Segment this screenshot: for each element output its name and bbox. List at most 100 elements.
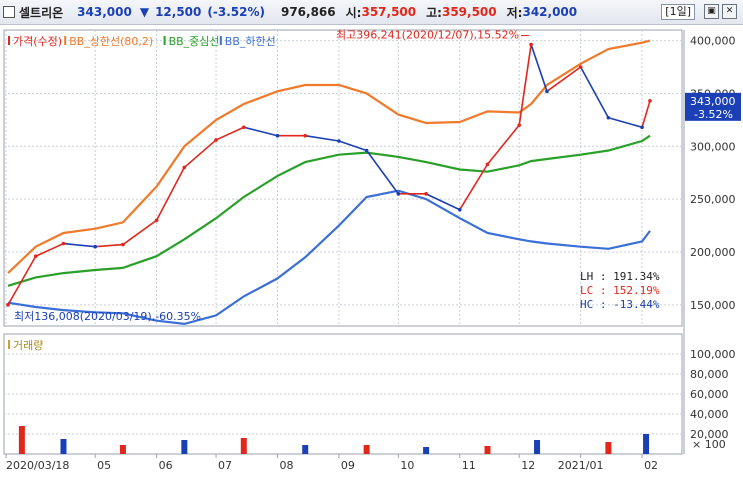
price-segment [7,255,37,306]
price-tick-label: 250,000 [690,193,736,206]
price-point [457,207,462,212]
volume-bar [484,446,491,454]
price-segment [122,219,158,246]
volume-bar [240,438,247,454]
x-tick-label: 07 [218,459,232,472]
open-label: 시: [345,5,362,20]
price-point [93,244,97,249]
price-point [485,162,490,167]
volume-bar [363,445,370,454]
price-point [648,99,652,103]
legend-marker [8,340,10,349]
low-annotation: 최저136,008(2020/03/19),-60.35% [14,310,201,323]
current-price-box [685,92,741,121]
bb-lower-line [7,189,651,326]
price-segment [243,126,278,137]
period-selector[interactable]: [1일] [661,4,695,20]
price-segment [63,242,96,248]
current-price: 343,000 [77,5,132,19]
volume-tick-label: 40,000 [690,408,729,421]
price-segment [608,116,643,129]
legend-bb-lower: BB_하한선 [225,34,276,48]
price-tick-label: 150,000 [690,299,736,312]
price-segment [183,139,217,169]
price-segment [459,163,489,211]
volume-bar [181,440,188,454]
x-tick-label: 12 [521,459,535,472]
price-segment [155,167,186,221]
price-point [182,165,187,170]
price-segment [579,66,610,119]
price-tick-label: 200,000 [690,246,736,259]
bb-mid-line [7,134,651,287]
price-segment [215,126,245,141]
price-point [337,139,341,143]
price-point [6,303,10,307]
volume-tick-label: 100,000 [690,348,736,361]
price-point [214,138,218,142]
volume-bar [302,445,309,454]
price-segment [518,44,532,126]
volume-bar [605,442,612,454]
price-point [241,125,246,130]
quote-header: 셀트리온 343,000 ▼ 12,500 (-3.52%) 976,866 시… [0,0,743,25]
price-change: 12,500 [155,5,202,19]
price-point [529,42,533,47]
legend-bb-upper: BB_상한선(80,2) [69,35,153,48]
legend-price: 가격(수정) [13,35,62,48]
low-label: 저: [506,5,523,20]
price-segment [35,242,64,257]
volume-tick-label: 80,000 [690,368,729,381]
price-change-pct: (-3.52%) [207,5,265,19]
price-chart: 150,000200,000250,000300,000350,000400,0… [3,29,741,472]
price-segment [546,66,582,92]
volume-tick-label: 20,000 [690,428,729,441]
price-point [61,241,66,246]
price-point [154,218,159,223]
x-tick-label: 2021/01 [558,459,604,472]
price-pane [3,29,683,327]
price-segment [95,243,123,248]
price-point [364,148,369,153]
price-point [396,192,401,196]
legend-marker [8,36,10,45]
price-segment [425,193,461,211]
x-tick-label: 09 [341,459,355,472]
price-segment [530,44,548,92]
open-price: 357,500 [361,5,417,19]
price-segment [366,150,399,195]
price-point [303,133,308,138]
price-tick-label: 300,000 [690,140,736,153]
legend-marker [163,36,166,45]
menu-icon[interactable] [3,6,15,18]
x-tick-label: 08 [279,459,293,472]
legend-marker [64,36,67,45]
x-tick-label: 10 [400,459,414,472]
price-segment [486,124,520,165]
price-point [517,123,522,127]
current-price-label: 343,000 [690,95,736,108]
high-annotation: 최고396,241(2020/12/07),15.52% [336,29,519,42]
close-button[interactable]: ✕ [722,4,737,19]
volume-bar [119,445,126,454]
price-point [121,242,125,247]
x-tick-label: 11 [462,459,476,472]
volume-unit-label: × 100 [692,438,726,451]
volume-bar [18,426,25,454]
maximize-button[interactable]: ▣ [704,4,719,19]
legend-bb-mid: BB_중심선 [169,35,220,48]
price-point [545,89,549,94]
volume-tick-label: 60,000 [690,388,729,401]
price-point [275,133,280,138]
stat-lc: LC : 152.19% [580,284,660,297]
price-point [33,254,38,259]
price-segment [641,100,651,128]
price-point [578,65,583,69]
stock-name: 셀트리온 [19,5,64,20]
low-price: 342,000 [522,5,578,19]
price-point [640,125,644,130]
trade-volume: 976,866 [280,5,336,19]
high-label: 고: [426,5,442,20]
x-tick-label: 06 [159,459,173,472]
